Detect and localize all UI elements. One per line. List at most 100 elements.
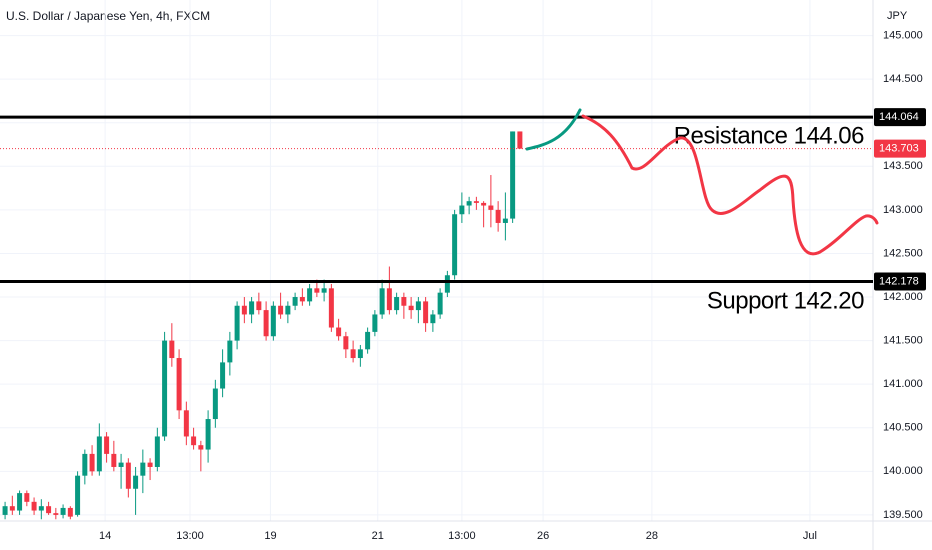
candle-body: [38, 506, 44, 511]
y-tick-label: 141.000: [883, 378, 923, 390]
candle-body: [53, 513, 59, 515]
candle-body: [89, 453, 95, 472]
candle-body: [75, 475, 81, 515]
candle-body: [191, 436, 197, 446]
candle-body: [466, 201, 472, 206]
candle-body: [321, 288, 327, 293]
candle-body: [9, 506, 15, 511]
candle-body: [372, 314, 378, 332]
annotation: Support 142.20: [707, 287, 864, 314]
level-box: [874, 272, 926, 291]
candle-body: [292, 297, 298, 306]
candle-body: [162, 340, 168, 437]
x-tick-label: 28: [646, 530, 658, 542]
candle-body: [82, 453, 88, 476]
y-tick-label: 143.500: [883, 160, 923, 172]
candle-body: [444, 275, 450, 293]
candle-body: [437, 292, 443, 315]
candle-body: [473, 201, 479, 203]
candle-body: [510, 131, 516, 219]
candle-body: [270, 305, 276, 337]
candle-body: [350, 349, 356, 359]
y-tick-label: 142.500: [883, 247, 923, 259]
projection-up: [525, 108, 582, 151]
y-tick-label: 139.500: [883, 509, 923, 521]
candle-body: [111, 453, 117, 467]
candle-body: [17, 493, 23, 511]
candle-body: [198, 445, 204, 450]
x-tick-label: 13:00: [176, 530, 204, 542]
candle-body: [394, 297, 400, 311]
candle-body: [415, 301, 421, 311]
candle-body: [430, 314, 436, 324]
level-label: 144.064: [879, 111, 919, 123]
candle-body: [31, 501, 37, 511]
candle-body: [488, 205, 494, 210]
candle-body: [125, 462, 131, 489]
last-price-box: [874, 139, 926, 158]
x-tick-label: Jul: [803, 530, 817, 542]
candle-body: [256, 301, 262, 311]
candle-body: [452, 214, 458, 276]
y-tick-label: 141.500: [883, 335, 923, 347]
level-box: [874, 108, 926, 127]
candle-body: [249, 301, 255, 315]
candle-body: [423, 301, 429, 324]
candle-body: [408, 305, 414, 311]
candle-body: [379, 288, 385, 315]
candle-body: [241, 305, 247, 315]
x-tick-label: 14: [99, 530, 111, 542]
candle-body: [336, 327, 342, 337]
y-tick-label: 144.500: [883, 73, 923, 85]
candle-body: [328, 288, 334, 328]
candle-body: [227, 340, 233, 363]
candle-body: [481, 202, 487, 206]
candle-body: [386, 288, 392, 311]
candle-body: [307, 288, 313, 302]
candle-body: [133, 475, 139, 489]
candle-body: [299, 297, 305, 302]
level-label: 142.178: [879, 275, 919, 287]
candle-body: [365, 331, 371, 350]
candle-body: [343, 336, 349, 350]
candle-body: [147, 462, 153, 467]
y-tick-label: 143.000: [883, 204, 923, 216]
candle-body: [176, 358, 182, 411]
y-tick-label: 145.000: [883, 29, 923, 41]
candle-body: [169, 340, 175, 359]
y-tick-label: 140.000: [883, 465, 923, 477]
candle-body: [314, 288, 320, 293]
candle-body: [183, 410, 189, 437]
candle-body: [459, 205, 465, 215]
candle-body: [263, 310, 269, 337]
candle-body: [104, 436, 110, 454]
y-axis-label: JPY: [887, 10, 908, 22]
candle-body: [24, 493, 30, 502]
candle-body: [401, 297, 407, 306]
grid: [0, 0, 873, 521]
candle-body: [495, 209, 501, 223]
y-tick-label: 140.500: [883, 422, 923, 434]
candle-body: [357, 349, 363, 359]
candle-body: [60, 507, 66, 515]
candle-body: [96, 436, 102, 472]
chart-title: U.S. Dollar / Japanese Yen, 4h, FXCM: [6, 9, 210, 23]
annotation: Resistance 144.06: [674, 122, 864, 149]
candle-body: [154, 436, 160, 467]
candle-body: [517, 131, 523, 149]
candle-body: [502, 218, 508, 223]
candle-body: [67, 507, 73, 517]
x-tick-label: 26: [537, 530, 549, 542]
candle-body: [234, 305, 240, 341]
candle-body: [278, 305, 284, 315]
candle-body: [46, 506, 52, 514]
x-tick-label: 19: [264, 530, 276, 542]
candle-body: [2, 506, 8, 515]
last-price-label: 143.703: [879, 143, 919, 155]
candle-body: [140, 462, 146, 476]
x-tick-label: 21: [372, 530, 384, 542]
candle-body: [118, 462, 124, 467]
candle-body: [220, 362, 226, 389]
candle-body: [205, 419, 211, 450]
